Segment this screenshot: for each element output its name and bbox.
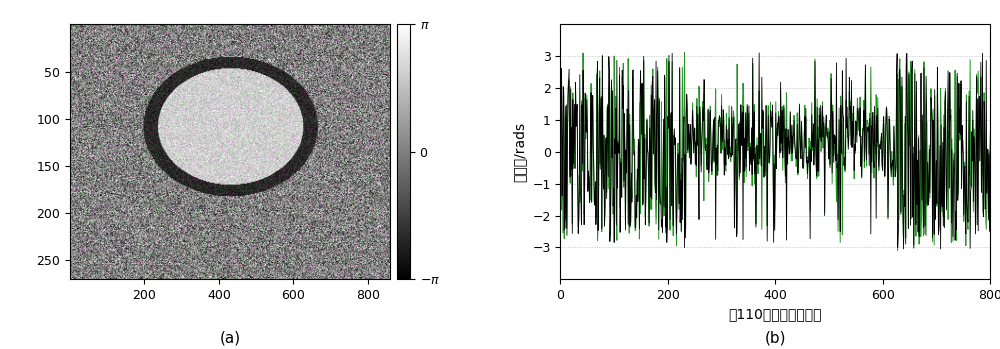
Title: (b): (b) [764,330,786,345]
Y-axis label: 相位値/rads: 相位値/rads [513,122,527,182]
X-axis label: 第110行的像素点位置: 第110行的像素点位置 [728,307,822,321]
Title: (a): (a) [220,330,241,345]
